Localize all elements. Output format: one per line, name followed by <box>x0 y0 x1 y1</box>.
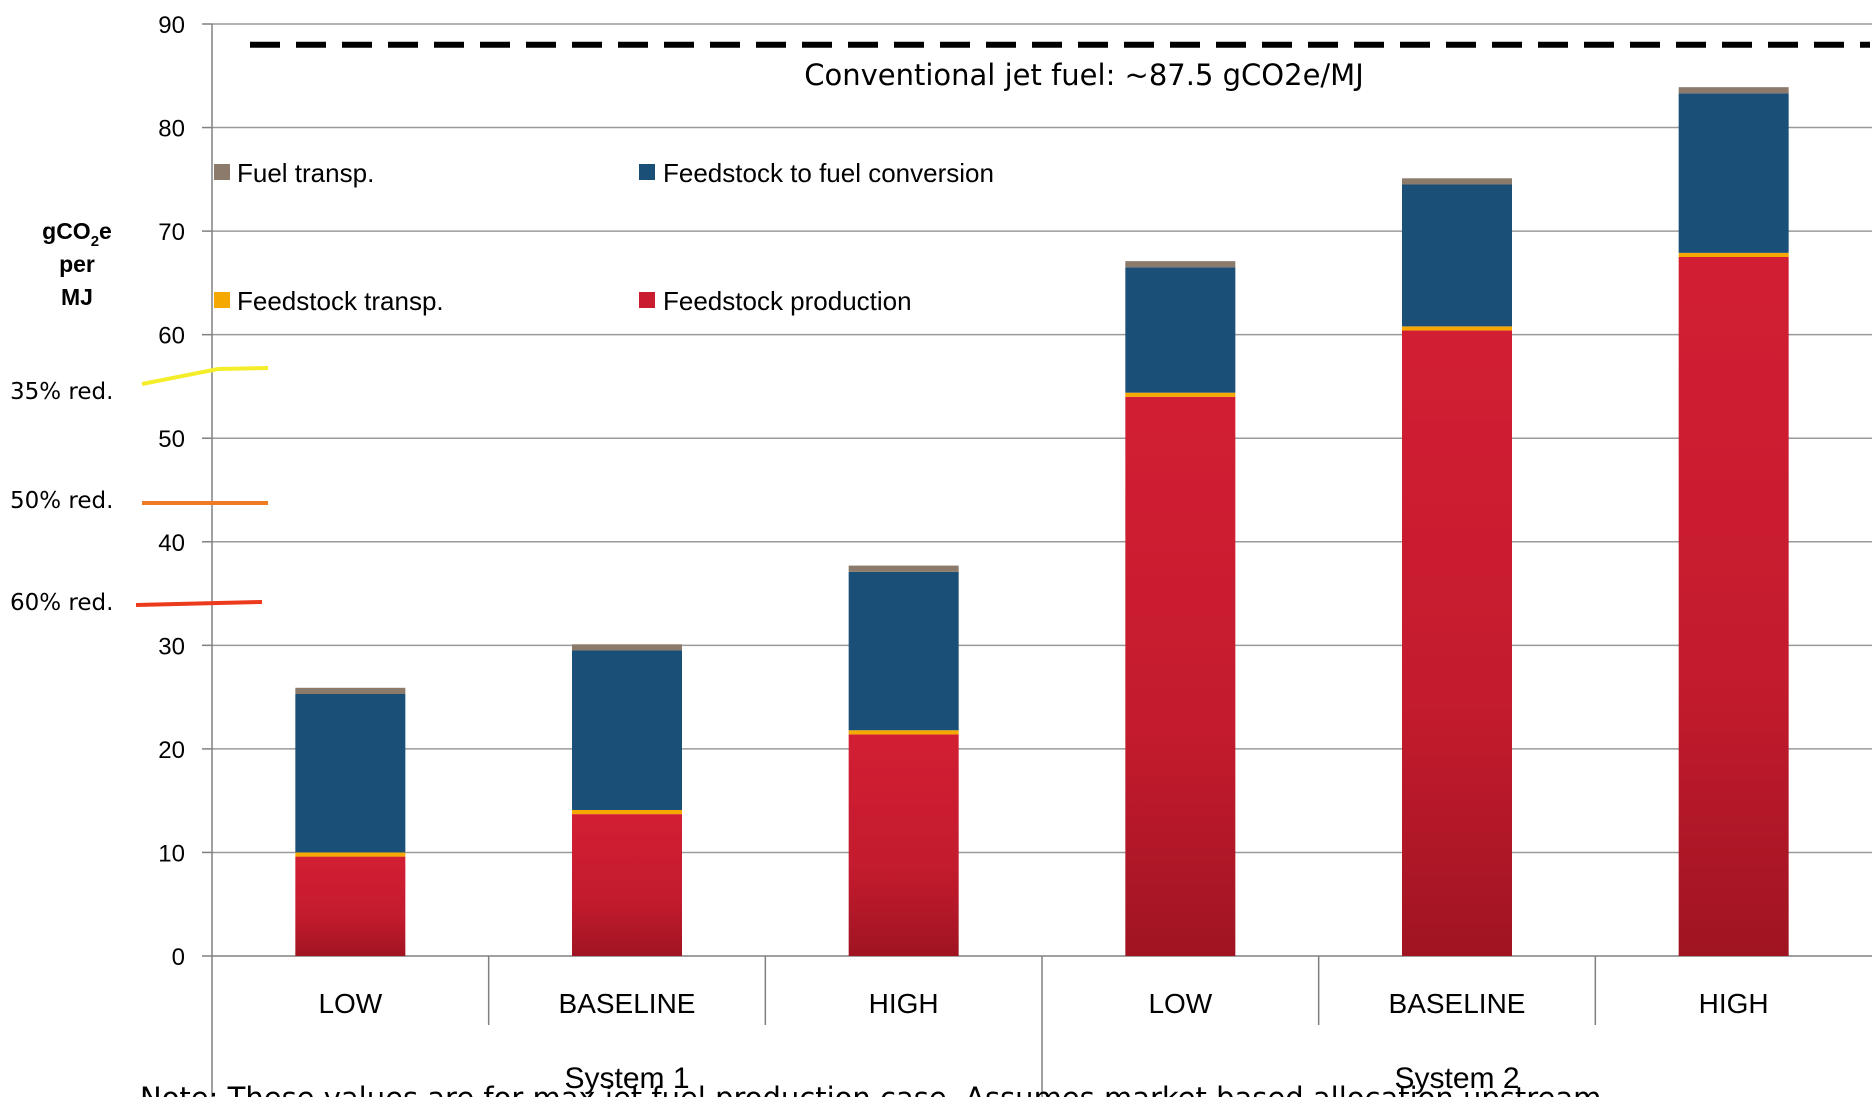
reduction-label-60: 60% red. <box>10 590 113 616</box>
bar-segment <box>572 644 682 651</box>
footnote: Note: These values are for max jet fuel … <box>140 1081 1611 1097</box>
x-tick-label: LOW <box>1148 988 1212 1019</box>
bar-segment <box>572 814 682 956</box>
legend-label-feedstock-transp: Feedstock transp. <box>237 286 444 316</box>
bar-segment <box>295 694 406 853</box>
bar-segment <box>848 734 959 956</box>
reference-line-label: Conventional jet fuel: ~87.5 gCO2e/MJ <box>804 58 1364 92</box>
reduction-label-35: 35% red. <box>10 379 113 405</box>
y-tick-label: 10 <box>158 840 185 867</box>
y-tick-label: 80 <box>158 116 185 143</box>
y-axis-title: gCO2e per MJ <box>42 218 112 310</box>
reduction-label-50: 50% red. <box>10 488 113 514</box>
legend-swatch-conversion <box>639 164 655 180</box>
bar-segment <box>1402 178 1512 185</box>
x-group-label: System 2 <box>1394 1062 1519 1095</box>
reduction-line-60 <box>135 600 263 607</box>
bar-segment <box>295 852 406 857</box>
bar-segment <box>295 856 406 956</box>
x-tick-label: HIGH <box>869 988 939 1019</box>
bar-segment <box>1125 261 1236 268</box>
legend-swatch-feedstock-production <box>639 292 655 308</box>
x-tick-label: BASELINE <box>559 988 696 1019</box>
grid-lines <box>212 23 1872 854</box>
y-tick-label: 70 <box>158 219 185 246</box>
bar-segment <box>1125 392 1236 397</box>
reduction-line-35 <box>141 366 269 386</box>
bar-segment <box>848 730 959 735</box>
svg-text:MJ: MJ <box>61 284 93 310</box>
bar-segment <box>1402 326 1512 331</box>
bar-segment <box>848 565 959 572</box>
reference-line: Conventional jet fuel: ~87.5 gCO2e/MJ <box>250 41 1870 92</box>
y-tick-label: 60 <box>158 323 185 350</box>
bar-segment <box>1678 252 1789 257</box>
x-tick-label: LOW <box>318 988 382 1019</box>
axes: 0 10 20 30 40 50 60 70 80 90 LOW BASELINE HIGH LOW BAS… <box>158 12 1872 1097</box>
x-tick-label: HIGH <box>1699 988 1769 1019</box>
bar-segment <box>848 571 959 731</box>
reduction-markers: 35% red. 50% red. 60% red. <box>10 366 269 616</box>
bar-segment <box>1678 257 1789 956</box>
bar-segment <box>1402 184 1512 327</box>
bar-segment <box>1125 267 1236 393</box>
y-tick-label: 90 <box>158 12 185 39</box>
legend-label-feedstock-production: Feedstock production <box>663 286 912 316</box>
bar-segment <box>572 809 682 815</box>
svg-text:per: per <box>59 251 95 277</box>
y-tick-label: 30 <box>158 633 185 660</box>
y-tick-label: 40 <box>158 530 185 557</box>
bars <box>295 87 1789 957</box>
bar-segment <box>572 650 682 810</box>
bar-segment <box>1125 396 1236 956</box>
group-labels: System 1 System 2 <box>564 1062 1519 1095</box>
bar-segment <box>1678 87 1789 94</box>
bar-segment <box>1402 330 1512 957</box>
y-tick-label: 0 <box>172 944 185 971</box>
legend-label-fuel-transp: Fuel transp. <box>237 158 374 188</box>
legend-swatch-feedstock-transp <box>214 292 230 308</box>
y-tick-label: 50 <box>158 426 185 453</box>
legend: Fuel transp. Feedstock to fuel conversio… <box>214 158 994 316</box>
x-tick-label: BASELINE <box>1389 988 1526 1019</box>
y-tick-label: 20 <box>158 737 185 764</box>
legend-swatch-fuel-transp <box>214 164 230 180</box>
svg-text:gCO2e: gCO2e <box>42 218 112 250</box>
legend-label-conversion: Feedstock to fuel conversion <box>663 158 994 188</box>
x-group-label: System 1 <box>564 1062 689 1095</box>
bar-segment <box>295 687 406 695</box>
bar-segment <box>1678 93 1789 253</box>
